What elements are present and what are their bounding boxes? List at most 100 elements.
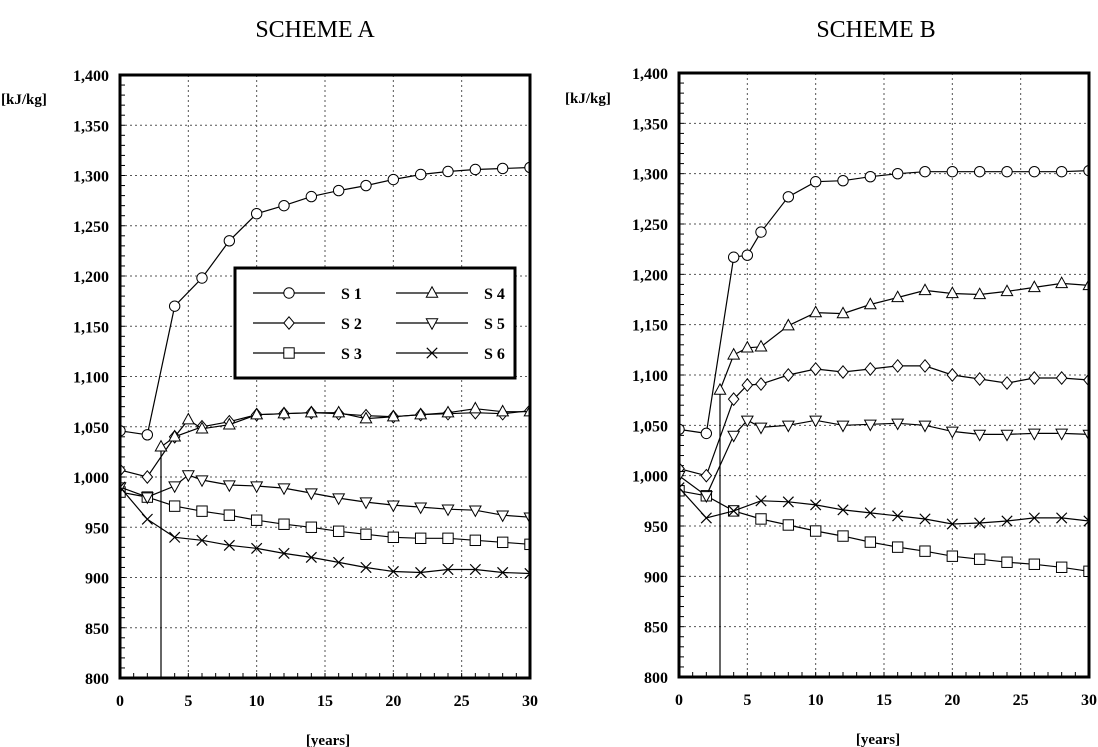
data-point-s-2: [741, 378, 754, 393]
data-point-s-4: [222, 417, 236, 430]
data-point-s-1: [946, 165, 959, 178]
series-s-4: [713, 276, 1089, 677]
y-tick-label: 1,100: [73, 370, 109, 387]
chart-panel-scheme-a: SCHEME A [kJ/kg] [years] 800 850 900 950 1,0…: [1, 17, 538, 747]
data-point-s-5: [250, 481, 264, 494]
data-point-s-1: [782, 191, 795, 203]
legend-label: S 1: [341, 286, 362, 303]
data-point-s-3: [387, 531, 400, 543]
data-point-s-6: [810, 499, 822, 511]
legend-marker-s-6: [426, 347, 438, 359]
legend-marker-s-4: [425, 285, 439, 298]
data-point-s-2: [1001, 376, 1013, 391]
series-layer: [120, 161, 530, 678]
legend-item-s-1: S 1: [253, 286, 362, 303]
data-point-s-4: [414, 407, 428, 420]
data-point-s-1: [414, 168, 427, 181]
series-s-2: [679, 358, 1089, 483]
data-point-s-4: [1000, 284, 1014, 297]
data-point-s-1: [360, 179, 372, 192]
data-point-s-5: [1000, 429, 1014, 442]
data-point-s-3: [946, 550, 959, 562]
data-point-s-3: [469, 534, 482, 547]
data-point-s-4: [973, 287, 987, 300]
data-point-s-3: [973, 553, 986, 565]
series-s-5: [120, 470, 530, 525]
data-point-s-5: [754, 422, 768, 435]
x-tick-label: 15: [317, 693, 333, 710]
data-point-s-6: [120, 481, 126, 493]
data-point-s-6: [919, 513, 931, 525]
data-point-s-6: [251, 542, 263, 554]
data-point-s-3: [1001, 556, 1013, 568]
y-tick-label: 1,300: [73, 169, 109, 186]
data-point-s-4: [154, 439, 168, 452]
data-point-s-5: [168, 481, 182, 494]
x-tick-label: 5: [184, 693, 192, 710]
y-tick-label: 1,200: [73, 269, 109, 286]
data-point-s-4: [863, 297, 877, 310]
data-point-s-4: [1027, 280, 1041, 293]
grid-lines: [679, 73, 1089, 677]
data-point-s-6: [864, 507, 876, 519]
series-s-6: [120, 481, 530, 580]
data-point-s-4: [304, 405, 318, 418]
data-point-s-6: [946, 518, 958, 530]
data-point-s-5: [386, 500, 400, 513]
x-tick-label: 25: [1013, 692, 1029, 709]
y-tick-label: 1,250: [632, 217, 668, 234]
data-point-s-1: [700, 427, 713, 440]
data-point-s-6: [141, 513, 153, 525]
data-point-s-6: [305, 551, 317, 564]
data-point-s-5: [496, 510, 510, 523]
data-point-s-6: [333, 556, 345, 569]
y-tick-label: 1,400: [73, 68, 109, 85]
data-point-s-6: [415, 566, 427, 579]
data-point-s-5: [699, 491, 713, 504]
series-s-1: [120, 161, 530, 441]
y-tick-label: 1,150: [73, 319, 109, 336]
data-point-s-6: [524, 567, 530, 580]
series-s-5: [679, 415, 1089, 504]
data-point-s-5: [332, 493, 346, 506]
data-point-s-1: [196, 272, 208, 284]
data-point-s-1: [755, 226, 767, 238]
y-tick-label: 1,350: [632, 116, 668, 133]
x-tick-label: 25: [454, 693, 470, 710]
data-point-s-1: [250, 207, 263, 220]
x-tick-label: 0: [675, 692, 683, 709]
data-point-s-1: [1028, 165, 1041, 178]
data-point-s-6: [223, 539, 235, 551]
y-tick-label: 800: [644, 670, 668, 687]
data-point-s-1: [387, 173, 400, 186]
data-point-s-1: [305, 190, 318, 203]
data-point-s-3: [278, 518, 290, 530]
y-tick-label: 1,100: [632, 368, 668, 385]
data-point-s-4: [386, 409, 400, 422]
data-point-s-4: [468, 401, 482, 414]
x-tick-label: 20: [385, 693, 401, 710]
data-point-s-6: [700, 512, 712, 524]
data-point-s-5: [945, 426, 959, 439]
data-point-s-3: [755, 513, 767, 525]
data-point-s-5: [918, 420, 932, 433]
data-point-s-5: [359, 497, 373, 510]
data-point-s-6: [1001, 515, 1013, 527]
data-point-s-5: [414, 502, 428, 515]
y-tick-label: 950: [644, 519, 668, 536]
data-point-s-4: [945, 286, 959, 299]
x-axis-label: [years]: [306, 733, 350, 747]
x-tick-label: 0: [116, 693, 124, 710]
data-point-s-4: [277, 406, 291, 419]
axis-ticks: 800 850 900 950 1,000 1,050 1,100 1,150 1,200 1,2…: [632, 66, 1097, 709]
legend-item-s-5: S 5: [396, 316, 505, 333]
data-point-s-1: [1001, 165, 1013, 178]
legend-item-s-3: S 3: [253, 346, 362, 363]
data-point-s-2: [864, 361, 877, 376]
y-tick-label: 1,050: [632, 418, 668, 435]
series-s-3: [120, 486, 530, 551]
legend-marker-s-3: [283, 347, 295, 359]
data-point-s-1: [278, 199, 290, 212]
data-point-s-5: [809, 415, 823, 428]
